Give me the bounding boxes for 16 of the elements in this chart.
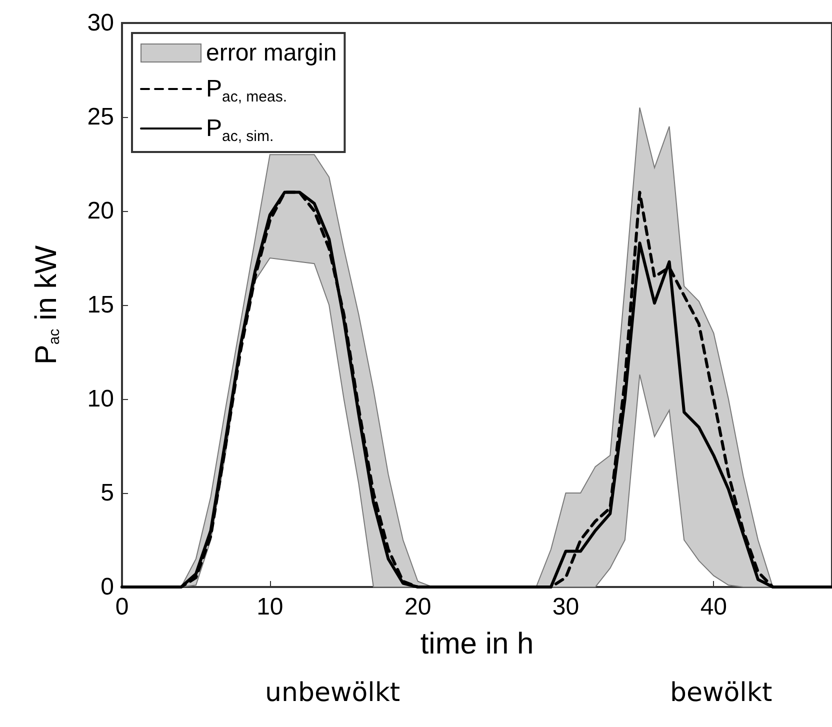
text: bewölkt bbox=[670, 678, 772, 708]
x-tick-label: 40 bbox=[700, 594, 728, 620]
y-tick-label: 20 bbox=[87, 198, 114, 224]
x-tick-label: 10 bbox=[256, 594, 284, 620]
y-tick-label: 15 bbox=[87, 292, 114, 318]
y-tick-label: 5 bbox=[100, 480, 114, 506]
legend-label: error margin bbox=[206, 40, 337, 66]
y-tick-label: 10 bbox=[87, 386, 114, 412]
x-tick-label: 20 bbox=[404, 594, 432, 620]
y-tick-label: 0 bbox=[100, 574, 114, 600]
text: unbewölkt bbox=[264, 678, 400, 708]
x-tick-label: 30 bbox=[552, 594, 580, 620]
y-tick-label: 25 bbox=[87, 104, 114, 130]
y-axis-title: Pac in kW bbox=[30, 244, 63, 365]
x-axis-title: time in h bbox=[420, 628, 534, 660]
y-tick-label: 30 bbox=[87, 10, 114, 36]
